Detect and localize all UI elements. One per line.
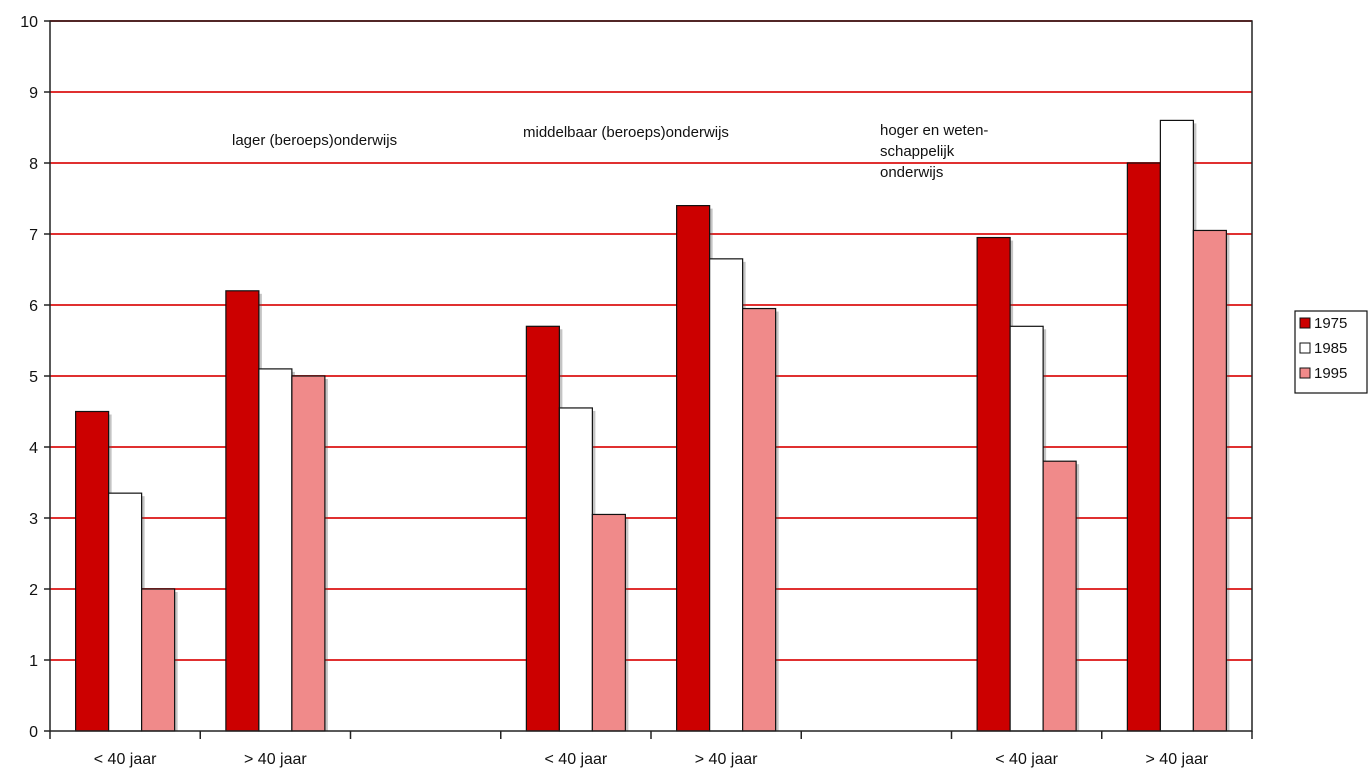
- bar-1985-6: [1009, 325, 1044, 732]
- bar-1985-7: [1159, 119, 1194, 732]
- group-annotations: lager (beroeps)onderwijs middelbaar (bero…: [232, 122, 988, 181]
- group-label-0: lager (beroeps)onderwijs: [232, 132, 397, 149]
- bar-series: [75, 119, 1230, 732]
- bar-1975-4: [676, 205, 711, 732]
- y-tick-label: 7: [29, 227, 38, 244]
- group-label-2: schappelijk: [880, 143, 955, 160]
- y-tick-label: 2: [29, 582, 38, 599]
- y-tick-label: 5: [29, 369, 38, 386]
- x-tick-label: > 40 jaar: [1146, 751, 1209, 768]
- x-tick-label: > 40 jaar: [244, 751, 307, 768]
- group-label-1: middelbaar (beroeps)onderwijs: [523, 124, 729, 141]
- y-tick-label: 10: [20, 14, 38, 31]
- x-tick-label: < 40 jaar: [545, 751, 608, 768]
- bar-1985-0: [108, 492, 143, 732]
- bar-1985-3: [558, 407, 593, 732]
- bar-1975-0: [75, 410, 110, 732]
- bar-1995-0: [141, 588, 176, 732]
- legend-swatch-1975: [1299, 317, 1311, 329]
- x-tick-label: < 40 jaar: [94, 751, 157, 768]
- legend-label-1985: 1985: [1314, 340, 1347, 357]
- legend-label-1975: 1975: [1314, 315, 1347, 332]
- y-tick-label: 0: [29, 724, 38, 741]
- bar-1995-6: [1042, 460, 1077, 732]
- legend-swatch-1985: [1299, 342, 1311, 354]
- y-tick-label: 9: [29, 85, 38, 102]
- x-tick-label: > 40 jaar: [695, 751, 758, 768]
- y-tick-label: 6: [29, 298, 38, 315]
- legend-swatch-1995: [1299, 367, 1311, 379]
- y-tick-label: 4: [29, 440, 38, 457]
- legend: 1975 1985 1995: [1294, 310, 1368, 394]
- bar-1975-6: [976, 236, 1011, 732]
- bar-1975-7: [1126, 162, 1161, 732]
- y-tick-labels: 0 1 2 3 4 5 6 7 8 9 10: [20, 14, 50, 741]
- y-tick-label: 8: [29, 156, 38, 173]
- bar-1975-1: [225, 290, 260, 732]
- legend-label-1995: 1995: [1314, 365, 1347, 382]
- bar-1975-3: [525, 325, 560, 732]
- x-tick-labels: < 40 jaar > 40 jaar < 40 jaar > 40 jaar < 40…: [49, 731, 1253, 768]
- y-tick-label: 1: [29, 653, 38, 670]
- y-tick-label: 3: [29, 511, 38, 528]
- bar-1995-3: [591, 513, 626, 732]
- bar-1985-4: [709, 258, 744, 732]
- bar-1995-4: [742, 307, 777, 732]
- group-label-2: onderwijs: [880, 164, 943, 181]
- bar-1985-1: [258, 368, 293, 732]
- bar-1995-1: [291, 375, 326, 732]
- group-label-2: hoger en weten-: [880, 122, 988, 139]
- x-tick-label: < 40 jaar: [995, 751, 1058, 768]
- bar-1995-7: [1192, 229, 1227, 732]
